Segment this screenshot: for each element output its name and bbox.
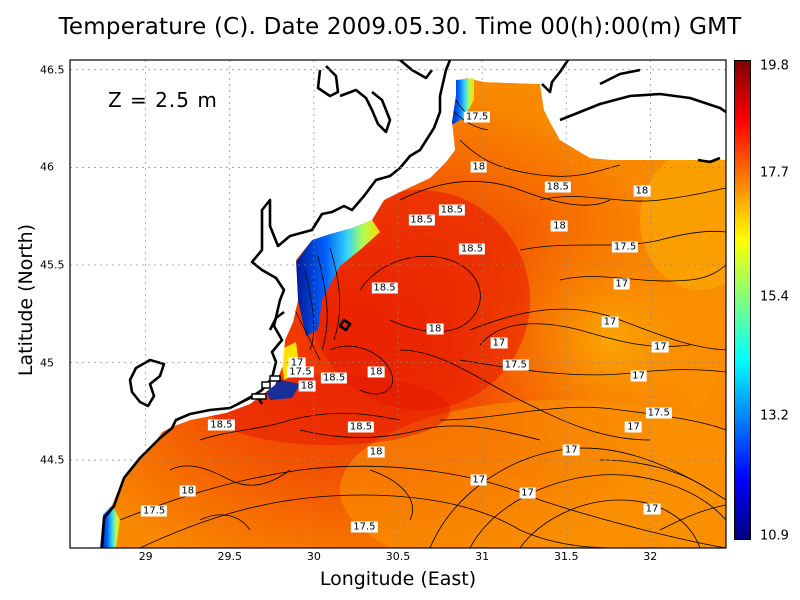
land-northwest: [70, 60, 456, 548]
contour-label: 17: [630, 370, 647, 382]
colorbar-tick-label: 19.8: [760, 58, 789, 74]
map-title: Temperature (C). Date 2009.05.30. Time 0…: [58, 14, 742, 40]
contour-label: 17: [519, 487, 536, 499]
contour-label: 17: [562, 444, 580, 456]
contour-label: 17.5: [351, 521, 378, 533]
contour-label: 18.5: [371, 282, 398, 294]
x-tick-label: 32: [643, 550, 658, 563]
y-tick-label: 45: [40, 356, 54, 370]
contour-label: 18.5: [408, 214, 435, 226]
contour-label: 18: [367, 366, 385, 378]
contour-label: 17: [470, 474, 488, 486]
colorbar-tick-label: 13.2: [760, 408, 789, 424]
contour-label: 18: [179, 485, 197, 497]
contour-label: 18.5: [458, 243, 486, 255]
contour-label: 17: [643, 503, 661, 515]
x-tick-label: 29: [138, 550, 153, 563]
contour-label: 18.5: [320, 372, 348, 384]
y-tick-label: 46.5: [40, 63, 65, 77]
contour-label: 17.5: [611, 241, 639, 253]
y-tick-label: 44.5: [40, 453, 65, 467]
contour-label: 17: [490, 337, 508, 349]
contour-label: 18: [367, 446, 385, 458]
contour-label: 18: [633, 185, 651, 197]
contour-label: 17.5: [645, 407, 672, 419]
contour-label: 17.5: [140, 505, 168, 517]
x-tick-label: 31.5: [553, 550, 579, 563]
grid-lines: [70, 60, 726, 548]
contour-label: 18: [551, 220, 568, 232]
contour-label: 17.5: [463, 111, 491, 123]
contour-label: 17: [601, 316, 619, 328]
y-tick-label: 46: [40, 160, 54, 174]
x-tick-label: 30: [306, 550, 321, 563]
cold-coastal-strip: [296, 220, 380, 336]
contour-label: 17.5: [287, 366, 314, 378]
contour-label: 18: [470, 161, 488, 173]
colorbar-tick-label: 10.9: [760, 528, 789, 544]
contour-label: 18.5: [438, 204, 465, 216]
y-tick-label: 45.5: [40, 258, 65, 272]
x-axis-label: Longitude (East): [319, 568, 477, 590]
contour-label: 18: [426, 323, 444, 335]
contour-label: 18: [298, 380, 316, 392]
colorbar-tick-label: 15.4: [760, 289, 789, 305]
plot-frame: [69, 59, 727, 549]
contour-label: 17: [625, 421, 642, 433]
cool-northeast-region: [640, 150, 726, 290]
y-axis-label: Latitude (North): [15, 223, 37, 377]
colorbar: [734, 60, 751, 540]
delta-islands: [251, 375, 281, 400]
x-tick-label: 31: [475, 550, 490, 563]
x-tick-label: 29.5: [217, 550, 243, 563]
contour-label: 18.5: [347, 421, 375, 433]
contour-label: 17: [652, 341, 669, 353]
contour-label: 18.5: [208, 419, 235, 431]
contour-label: 17.5: [502, 359, 529, 370]
coastline: [100, 60, 726, 548]
contour-label: 17: [613, 278, 631, 290]
cool-southeast-region: [340, 400, 726, 548]
contour-label: 18.5: [544, 181, 571, 193]
x-tick-label: 30.5: [385, 550, 411, 563]
depth-label: Z = 2.5 m: [108, 88, 218, 112]
contour-label: 17: [288, 357, 306, 369]
colorbar-tick-label: 17.7: [760, 165, 789, 181]
